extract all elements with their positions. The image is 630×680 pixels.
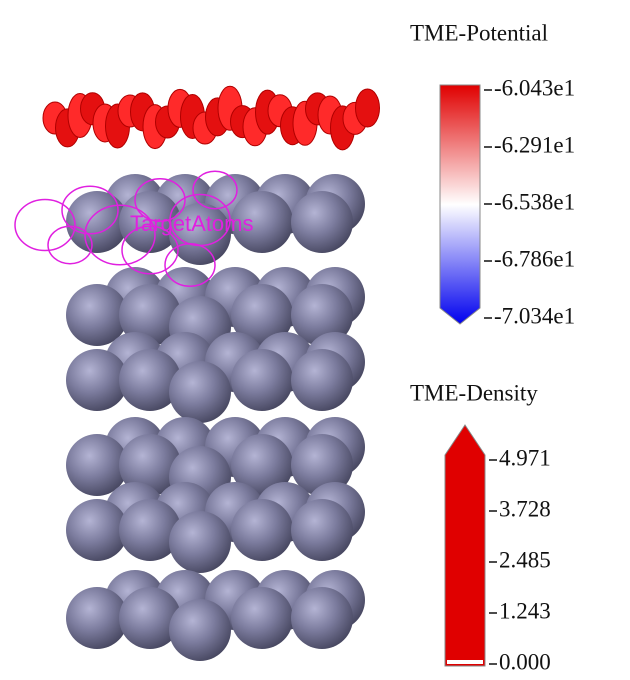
atom: [66, 434, 128, 496]
atom-label: TargetAtoms: [130, 211, 254, 236]
atom: [231, 499, 293, 561]
color-bar-low: [447, 660, 483, 664]
atom: [66, 349, 128, 411]
tick-label: 0.000: [499, 649, 551, 674]
potential-surface: [43, 86, 380, 150]
surface-blob: [356, 89, 380, 127]
atom: [291, 349, 353, 411]
tick-label: -6.043e1: [494, 75, 575, 100]
atom: [291, 191, 353, 253]
tick-label: 2.485: [499, 547, 551, 572]
legend-title: TME-Potential: [410, 20, 548, 45]
atom: [291, 499, 353, 561]
atom: [169, 511, 231, 573]
tick-label: -6.291e1: [494, 132, 575, 157]
atom: [231, 349, 293, 411]
tick-label: 1.243: [499, 598, 551, 623]
atom: [291, 587, 353, 649]
scene: TargetAtoms TME-Potential TME-Density -6…: [0, 0, 630, 680]
atoms: [66, 174, 365, 661]
tick-label: -6.786e1: [494, 246, 575, 271]
atom: [231, 587, 293, 649]
tick-label: 3.728: [499, 496, 551, 521]
tick-label: -7.034e1: [494, 303, 575, 328]
color-bar: [440, 85, 480, 324]
legend-title: TME-Density: [410, 380, 538, 405]
atom: [169, 599, 231, 661]
tick-label: -6.538e1: [494, 189, 575, 214]
atom: [66, 284, 128, 346]
color-bar: [445, 425, 485, 666]
atom: [169, 361, 231, 423]
atom: [66, 499, 128, 561]
atom: [66, 587, 128, 649]
ring: [15, 200, 75, 251]
tick-label: 4.971: [499, 445, 551, 470]
